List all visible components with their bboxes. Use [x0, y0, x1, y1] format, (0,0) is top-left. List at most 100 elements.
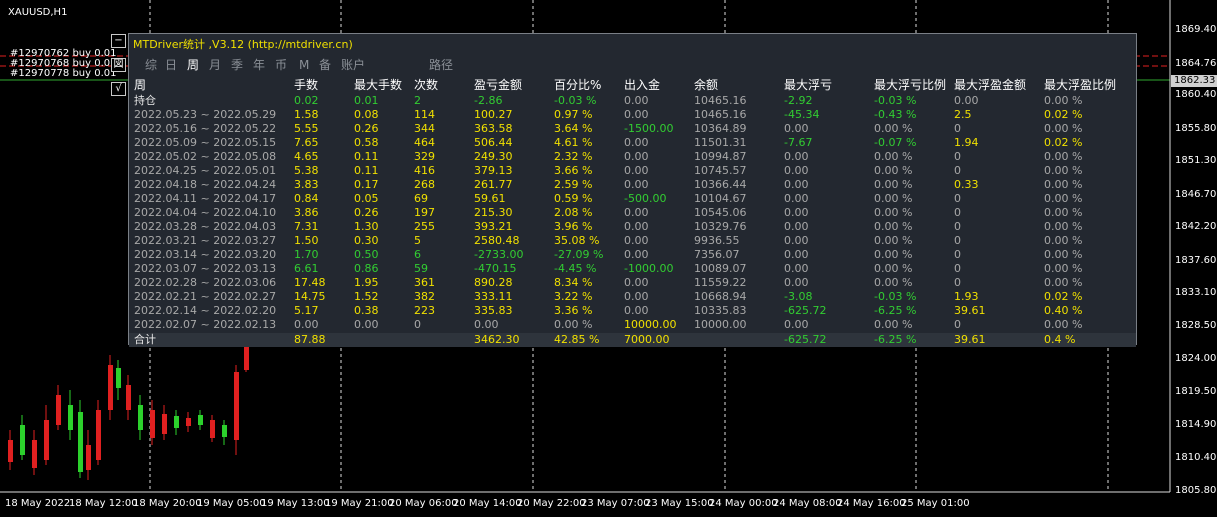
table-cell: 361 [414, 276, 435, 289]
table-cell: 0.00 % [874, 150, 913, 163]
table-cell: 393.21 [474, 220, 513, 233]
table-cell: 0.97 % [554, 108, 593, 121]
table-cell: 14.75 [294, 290, 326, 303]
order-label: #12970778 buy 0.01 [10, 68, 117, 79]
tab[interactable]: 月 [209, 58, 222, 72]
table-cell: 0.38 [354, 304, 379, 317]
table-cell: -625.72 [784, 304, 827, 317]
price-label: 1864.76 [1175, 57, 1217, 69]
table-cell: -2.86 [474, 94, 503, 107]
table-cell: 3.96 % [554, 220, 593, 233]
table-cell: 0.00 % [874, 206, 913, 219]
table-cell: 0.00 [624, 178, 649, 191]
table-cell: 268 [414, 178, 435, 191]
column-header: 周 [134, 78, 147, 92]
table-cell: 1.30 [354, 220, 379, 233]
table-cell: 335.83 [474, 304, 513, 317]
symbol-label: XAUUSD,H1 [8, 7, 68, 18]
tab[interactable]: 路径 [429, 58, 454, 72]
table-cell: 8.34 % [554, 276, 593, 289]
tab[interactable]: 季 [231, 58, 244, 72]
table-cell: 0.00 [294, 318, 319, 331]
tab[interactable]: 币 [275, 58, 288, 72]
table-cell: 0.00 % [874, 178, 913, 191]
table-cell: 10329.76 [694, 220, 747, 233]
table-cell: 0 [414, 318, 421, 331]
table-cell: 35.08 % [554, 234, 600, 247]
table-cell: 0.00 % [1044, 94, 1083, 107]
table-cell: 0 [954, 164, 961, 177]
price-label: 1833.10 [1175, 287, 1217, 299]
table-cell: -500.00 [624, 192, 667, 205]
table-cell: 0.00 % [1044, 178, 1083, 191]
stats-panel: MTDriver统计 ,V3.12 (http://mtdriver.cn) 综… [128, 33, 1137, 347]
time-label: 24 May 16:00 [837, 498, 906, 509]
table-cell: -0.03 % [874, 94, 917, 107]
tab[interactable]: 日 [165, 58, 178, 72]
table-cell: 3.22 % [554, 290, 593, 303]
table-cell: 0.00 % [874, 248, 913, 261]
total-cell: 87.88 [294, 333, 326, 346]
table-cell: 1.50 [294, 234, 319, 247]
candles [8, 340, 249, 480]
price-label: 1851.30 [1175, 155, 1217, 167]
tab[interactable]: 综 [145, 58, 158, 72]
table-cell: 0.00 [784, 234, 809, 247]
table-cell: 17.48 [294, 276, 326, 289]
column-header: 最大浮亏比例 [874, 78, 947, 92]
total-cell: -6.25 % [874, 333, 917, 346]
order-label: #12970768 buy 0.01 [10, 58, 117, 69]
table-cell: 0.00 % [874, 164, 913, 177]
table-cell: 0.00 % [1044, 220, 1083, 233]
price-label: 1860.40 [1175, 89, 1217, 101]
tab[interactable]: 年 [253, 58, 266, 72]
table-cell: 0.00 % [1044, 206, 1083, 219]
table-cell: 2022.05.09 ~ 2022.05.15 [134, 136, 277, 149]
table-cell: 10364.89 [694, 122, 747, 135]
table-cell: 持仓 [134, 94, 156, 107]
table-cell: 382 [414, 290, 435, 303]
table-cell: 0.59 % [554, 192, 593, 205]
table-cell: -7.67 [784, 136, 813, 149]
panel-button[interactable]: √ [111, 82, 126, 96]
table-cell: 0.40 % [1044, 304, 1083, 317]
time-label: 20 May 14:00 [453, 498, 522, 509]
table-cell: 2580.48 [474, 234, 520, 247]
time-label: 18 May 2022 [5, 498, 71, 509]
table-cell: 2022.03.21 ~ 2022.03.27 [134, 234, 277, 247]
table-cell: 0.86 [354, 262, 379, 275]
table-cell: 0.00 [784, 262, 809, 275]
table-cell: 0.17 [354, 178, 379, 191]
table-cell: 0 [954, 234, 961, 247]
tab[interactable]: 备 [319, 58, 332, 72]
price-label: 1842.20 [1175, 221, 1217, 233]
tab[interactable]: 周 [187, 58, 200, 72]
table-cell: 0.00 % [1044, 192, 1083, 205]
panel-button[interactable]: − [111, 34, 126, 48]
table-cell: 0.00 % [1044, 164, 1083, 177]
tab[interactable]: M [299, 58, 310, 72]
table-cell: 255 [414, 220, 435, 233]
time-label: 19 May 13:00 [261, 498, 330, 509]
tab[interactable]: 账户 [341, 58, 366, 72]
table-cell: 0.00 % [874, 318, 913, 331]
time-label: 20 May 22:00 [517, 498, 586, 509]
table-cell: -2733.00 [474, 248, 524, 261]
time-label: 23 May 07:00 [581, 498, 650, 509]
price-label: 1869.40 [1175, 24, 1217, 35]
table-cell: 5.55 [294, 122, 319, 135]
table-cell: 0 [954, 220, 961, 233]
time-label: 23 May 15:00 [645, 498, 714, 509]
table-cell: 0.00 [474, 318, 499, 331]
table-cell: 10366.44 [694, 178, 747, 191]
table-cell: 0.00 [954, 94, 979, 107]
table-cell: 2022.05.02 ~ 2022.05.08 [134, 150, 277, 163]
total-cell: 42.85 % [554, 333, 600, 346]
table-cell: 0.11 [354, 164, 379, 177]
panel-button[interactable]: 図 [111, 58, 126, 72]
price-label: 1837.60 [1175, 254, 1217, 266]
table-cell: 10104.67 [694, 192, 747, 205]
grid [149, 0, 1109, 491]
table-cell: 1.58 [294, 108, 319, 121]
table-cell: 0.84 [294, 192, 319, 205]
